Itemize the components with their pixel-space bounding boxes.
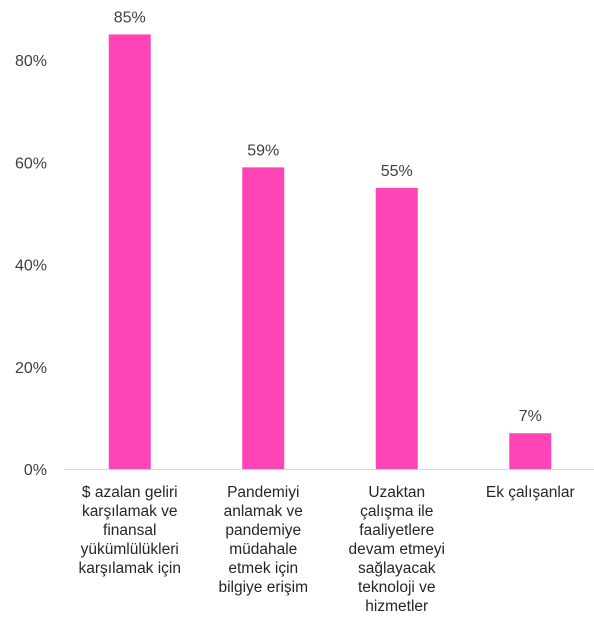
x-tick-label: Pandemiyi anlamak ve pandemiye müdahale etme… bbox=[197, 483, 331, 597]
x-tick-label-line: teknoloji ve bbox=[357, 579, 436, 596]
y-tick-label: 80% bbox=[15, 53, 47, 70]
bar bbox=[108, 34, 151, 469]
x-tick-label-line: finansal bbox=[103, 522, 157, 539]
bar bbox=[242, 167, 285, 470]
y-tick-label: 60% bbox=[15, 155, 47, 172]
x-tick-label-line: anlamak ve bbox=[223, 503, 303, 520]
x-tick-label-line: çalışma ile bbox=[360, 503, 434, 520]
data-label: 59% bbox=[247, 142, 279, 159]
x-tick-label: Ek çalışanlar bbox=[464, 483, 594, 502]
bar bbox=[509, 433, 552, 469]
y-tick-label: 40% bbox=[15, 258, 47, 275]
x-tick-label-line: Pandemiyi bbox=[227, 484, 300, 501]
data-label: 7% bbox=[519, 408, 542, 425]
x-tick-label-line: yükümlülükleri bbox=[80, 541, 179, 558]
x-tick-label-line: karşılamak ve bbox=[81, 503, 178, 520]
x-tick-label-line: devam etmeyi bbox=[348, 541, 445, 558]
x-tick-label-line: sağlayacak bbox=[357, 560, 436, 577]
y-tick-label: 0% bbox=[24, 462, 47, 479]
x-tick-label-line: $ azalan geliri bbox=[81, 484, 178, 501]
x-tick-label-line: karşılamak için bbox=[78, 560, 182, 577]
x-tick-label-line: faaliyetlere bbox=[359, 522, 435, 539]
x-tick-label-line: müdahale bbox=[229, 541, 298, 558]
x-tick-label-line: hizmetler bbox=[365, 598, 429, 615]
x-tick-label: Uzaktan çalışma ile faaliyetlere devam etme… bbox=[330, 483, 464, 616]
data-label: 85% bbox=[114, 9, 146, 26]
y-tick-label: 20% bbox=[15, 360, 47, 377]
x-tick-label-line: pandemiye bbox=[225, 522, 302, 539]
x-tick-label-line: etmek için bbox=[228, 560, 299, 577]
x-tick-label-line: bilgiye erişim bbox=[218, 579, 309, 596]
bar bbox=[375, 187, 418, 469]
x-tick-label: $ azalan geliri karşılamak ve finansal yükü… bbox=[63, 483, 197, 578]
x-tick-label-line: Uzaktan bbox=[368, 484, 426, 501]
x-tick-label-line: Ek çalışanlar bbox=[485, 484, 575, 501]
data-label: 55% bbox=[381, 163, 413, 180]
